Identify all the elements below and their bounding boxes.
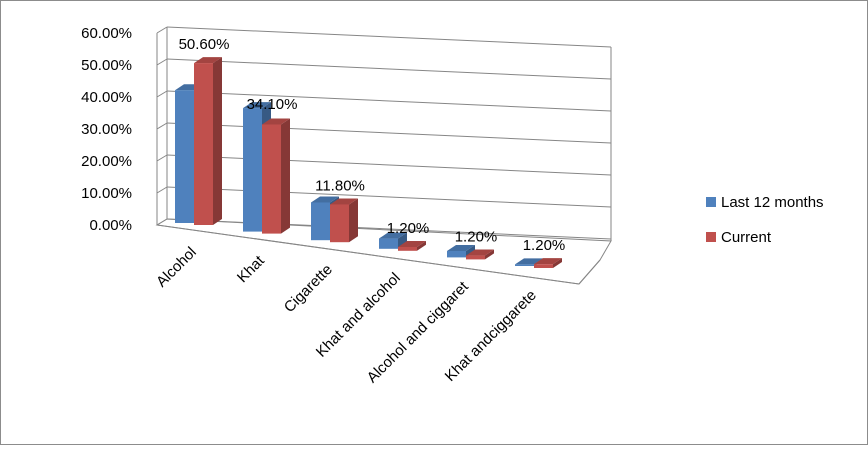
category-label: Alcohol <box>153 244 200 291</box>
bar-side <box>281 118 290 234</box>
gridline <box>166 122 612 144</box>
gridline <box>166 58 612 80</box>
gridline <box>166 90 612 112</box>
gridline-side <box>156 186 168 194</box>
gridline-side <box>156 122 168 130</box>
data-label: 11.80% <box>315 177 365 194</box>
category-label: Cigarette <box>281 261 336 316</box>
grid-lines <box>155 26 612 285</box>
data-label: 1.20% <box>387 220 430 237</box>
bar <box>262 124 281 234</box>
bar <box>175 90 194 223</box>
bar <box>330 204 349 243</box>
gridline-side <box>156 154 168 162</box>
legend: Last 12 months Current <box>706 194 824 246</box>
bar-side <box>417 240 426 251</box>
y-tick-label: 50.00% <box>81 57 132 74</box>
bar <box>398 246 417 251</box>
bar-side <box>213 57 222 225</box>
y-tick-label: 10.00% <box>81 185 132 202</box>
bar-top <box>311 196 339 203</box>
gridline-side <box>156 58 168 66</box>
bar-top <box>398 240 426 247</box>
bar-top <box>194 57 222 64</box>
legend-label: Last 12 months <box>721 194 824 211</box>
floor-right-edge <box>578 259 601 285</box>
bar-side <box>398 232 407 249</box>
bar-side <box>553 258 562 268</box>
data-label: 50.60% <box>179 36 230 53</box>
y-axis-ticks: 0.00% 10.00% 20.00% 30.00% 40.00% 50.00% 60.00… <box>81 25 132 234</box>
y-tick-label: 40.00% <box>81 89 132 106</box>
bar <box>194 63 213 225</box>
bar <box>379 238 398 249</box>
bar <box>311 202 330 241</box>
bar-top <box>466 249 494 256</box>
bar-top <box>262 118 290 125</box>
data-label: 34.10% <box>247 96 298 113</box>
legend-label: Current <box>721 229 772 246</box>
bar <box>534 264 553 268</box>
bar-side <box>485 249 494 260</box>
bar-top <box>379 232 407 239</box>
data-labels: 50.60% 34.10% 11.80% 1.20% 1.20% 1.20% <box>179 36 566 254</box>
bar <box>243 108 262 232</box>
data-label: 1.20% <box>523 237 566 254</box>
bar-top <box>447 245 475 251</box>
gridline <box>166 154 612 176</box>
bar <box>515 264 534 266</box>
legend-swatch <box>706 197 716 207</box>
bars <box>175 57 562 268</box>
bar-top <box>534 258 562 265</box>
gridline-side <box>156 90 168 98</box>
y-tick-label: 60.00% <box>81 25 132 42</box>
gridline <box>166 26 612 48</box>
legend-swatch <box>706 232 716 242</box>
gridline-side <box>156 26 168 34</box>
x-axis-line <box>156 224 580 285</box>
y-tick-label: 0.00% <box>89 217 132 234</box>
bar <box>466 255 485 260</box>
y-tick-label: 20.00% <box>81 153 132 170</box>
category-label: Khat <box>234 252 268 286</box>
y-tick-label: 30.00% <box>81 121 132 138</box>
bar-side <box>349 198 358 243</box>
data-label: 1.20% <box>455 229 498 246</box>
gridline <box>166 186 612 208</box>
bar-top <box>243 102 271 109</box>
bar-top <box>330 198 358 205</box>
bar <box>447 251 466 258</box>
